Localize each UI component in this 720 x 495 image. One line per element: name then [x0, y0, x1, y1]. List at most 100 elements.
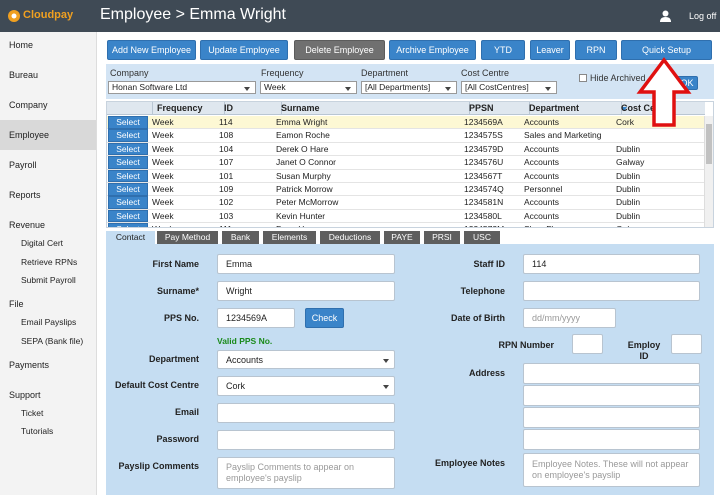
toolbar-button[interactable]: Quick Setup: [621, 40, 712, 60]
address-input[interactable]: [523, 407, 700, 428]
address-input[interactable]: [523, 385, 700, 406]
logo-icon: [8, 10, 20, 22]
table-cell: 114: [219, 117, 233, 127]
pps-input[interactable]: 1234569A: [217, 308, 295, 328]
select-button[interactable]: Select: [108, 129, 148, 142]
password-input[interactable]: [217, 430, 395, 450]
tab[interactable]: USC: [464, 231, 500, 244]
cost-centre-input[interactable]: Cork: [217, 376, 395, 396]
field-label: Address: [468, 368, 505, 378]
tab[interactable]: PAYE: [384, 231, 420, 244]
address-input[interactable]: [523, 363, 700, 384]
filter-panel: Company Honan Software Ltd Frequency Wee…: [106, 64, 714, 99]
email-input[interactable]: [217, 403, 395, 423]
cost-centre-select[interactable]: [All CostCentres]: [461, 81, 557, 94]
toolbar-button[interactable]: Archive Employee: [389, 40, 476, 60]
nav-item[interactable]: Employee: [9, 130, 50, 140]
dob-input[interactable]: dd/mm/yyyy: [523, 308, 616, 328]
employee-notes-input[interactable]: Employee Notes. These will not appear on…: [523, 453, 700, 487]
hide-archived-checkbox[interactable]: [579, 74, 587, 82]
nav-subitem[interactable]: Email Payslips: [21, 317, 77, 327]
table-cell: Dublin: [616, 170, 641, 181]
nav-item[interactable]: Support: [9, 389, 41, 400]
tab[interactable]: Deductions: [320, 231, 380, 244]
staff-id-input[interactable]: 114: [523, 254, 700, 274]
employ-id-input[interactable]: [671, 334, 702, 354]
annotation-arrow: [636, 57, 692, 127]
nav-item[interactable]: Company: [9, 100, 48, 110]
field-label: RPN Number: [498, 340, 554, 350]
table-cell: Week: [152, 130, 174, 141]
nav-item[interactable]: Reports: [9, 190, 41, 200]
toolbar-button[interactable]: Add New Employee: [107, 40, 196, 60]
select-button[interactable]: Select: [108, 142, 148, 156]
toolbar-button[interactable]: Update Employee: [200, 40, 288, 60]
table-cell: 104: [219, 143, 234, 154]
tab[interactable]: Contact: [106, 231, 155, 244]
address-input[interactable]: [523, 429, 700, 450]
table-cell: Janet O Connor: [276, 157, 337, 168]
nav-item[interactable]: Payroll: [9, 160, 37, 170]
table-row: Select Week 101 Susan Murphy 1234567T Account…: [107, 169, 705, 183]
nav-subitem[interactable]: Retrieve RPNs: [21, 256, 78, 267]
placeholder: Payslip Comments to appear on employee's…: [226, 462, 355, 483]
tab[interactable]: PRSI: [424, 231, 460, 244]
tab[interactable]: Bank: [222, 231, 259, 244]
table-cell: Accounts: [524, 143, 559, 154]
check-button[interactable]: Check: [305, 308, 344, 328]
toolbar-button[interactable]: RPN: [575, 40, 617, 60]
toolbar-button[interactable]: Leaver: [530, 40, 570, 60]
toolbar-button[interactable]: YTD: [481, 40, 525, 60]
table-row: Select Week 104 Derek O Hare 1234579D Account…: [107, 142, 705, 157]
department-select[interactable]: [All Departments]: [361, 81, 457, 94]
nav-subitem[interactable]: Digital Cert: [21, 238, 64, 248]
column-header[interactable]: Frequency: [149, 102, 225, 115]
first-name-input[interactable]: Emma: [217, 254, 395, 274]
tab[interactable]: Pay Method: [157, 231, 218, 244]
nav-item[interactable]: Revenue: [9, 220, 46, 230]
table-cell: Dublin: [616, 197, 641, 208]
select-button[interactable]: Select: [108, 209, 148, 223]
column-header[interactable]: Department: [521, 102, 622, 115]
nav-item[interactable]: Home: [9, 40, 34, 50]
nav-item[interactable]: File: [9, 299, 24, 309]
nav-item[interactable]: Payments: [9, 359, 50, 370]
select-button[interactable]: Select: [108, 183, 148, 196]
frequency-select[interactable]: Week: [260, 81, 357, 94]
select-button[interactable]: Select: [108, 169, 148, 183]
table-cell: 102: [219, 197, 234, 208]
telephone-input[interactable]: [523, 281, 700, 301]
nav-subitem[interactable]: Submit Payroll: [21, 275, 76, 285]
field-label: Password: [156, 434, 199, 444]
company-select[interactable]: Honan Software Ltd: [108, 81, 256, 94]
page-title: Employee > Emma Wright: [100, 6, 286, 23]
table-cell: [613, 129, 713, 142]
select-button[interactable]: Select: [108, 196, 148, 209]
select-button[interactable]: Select: [108, 223, 148, 227]
tab[interactable]: Elements: [263, 231, 316, 244]
logo: Cloudpay: [23, 9, 74, 21]
table-cell: 101: [219, 170, 234, 181]
log-off[interactable]: Log off: [689, 11, 717, 21]
column-header[interactable]: Cost Centre: [613, 102, 713, 115]
select-button[interactable]: Select: [108, 116, 148, 129]
table-cell: Dublin: [616, 184, 641, 194]
department-input[interactable]: Accounts: [217, 350, 395, 369]
rpn-input[interactable]: [572, 334, 603, 354]
nav-subitem[interactable]: Tutorials: [21, 426, 54, 436]
column-header[interactable]: PPSN: [461, 102, 530, 115]
table-cell: 109: [219, 184, 234, 194]
nav-subitem[interactable]: SEPA (Bank file): [21, 335, 84, 346]
payslip-comments-input[interactable]: Payslip Comments to appear on employee's…: [217, 457, 395, 489]
table-cell: Galway: [613, 223, 713, 227]
surname-input[interactable]: Wright: [217, 281, 395, 301]
table-cell: Sales and Marketing: [524, 130, 602, 141]
select-button[interactable]: Select: [108, 156, 148, 169]
column-header[interactable]: Surname: [273, 102, 470, 115]
nav-subitem[interactable]: Ticket: [21, 407, 44, 418]
nav-item[interactable]: Bureau: [9, 70, 39, 80]
column-header[interactable]: ID: [216, 102, 282, 115]
table-cell: 111: [216, 223, 276, 227]
toolbar-button[interactable]: Delete Employee: [294, 40, 385, 60]
